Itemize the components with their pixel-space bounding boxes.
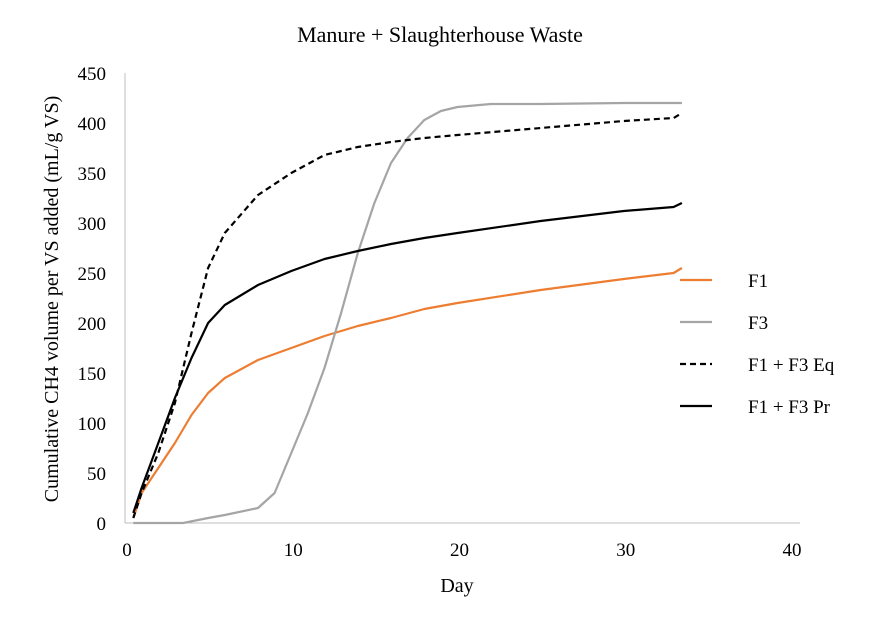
y-tick-label: 300 <box>78 214 107 235</box>
x-tick-label: 20 <box>450 540 469 561</box>
x-tick-label: 40 <box>783 540 802 561</box>
series-line-f1 <box>132 267 683 519</box>
y-axis-label: Cumulative CH4 volume per VS added (mL/g… <box>41 96 63 502</box>
y-tick-label: 400 <box>78 114 107 135</box>
legend-label: F1 + F3 Pr <box>748 397 831 418</box>
legend-label: F1 + F3 Eq <box>748 355 835 376</box>
y-tick-label: 200 <box>78 314 107 335</box>
y-tick-label: 150 <box>78 364 107 385</box>
series-line-f1-f3-pr <box>132 202 683 514</box>
series-line-f1-f3-eq <box>132 112 683 519</box>
y-tick-label: 100 <box>78 414 107 435</box>
series-line-f3 <box>133 101 682 525</box>
y-tick-label: 350 <box>78 164 107 185</box>
x-tick-label: 10 <box>284 540 303 561</box>
y-tick-label: 250 <box>78 264 107 285</box>
x-axis-label: Day <box>440 575 473 597</box>
x-tick-label: 0 <box>122 540 132 561</box>
y-tick-label: 0 <box>97 514 107 535</box>
legend-label: F1 <box>748 271 768 292</box>
chart-title: Manure + Slaughterhouse Waste <box>297 22 583 47</box>
y-tick-label: 50 <box>87 464 106 485</box>
y-tick-label: 450 <box>78 64 107 85</box>
legend-label: F3 <box>748 313 768 334</box>
x-tick-label: 30 <box>616 540 635 561</box>
